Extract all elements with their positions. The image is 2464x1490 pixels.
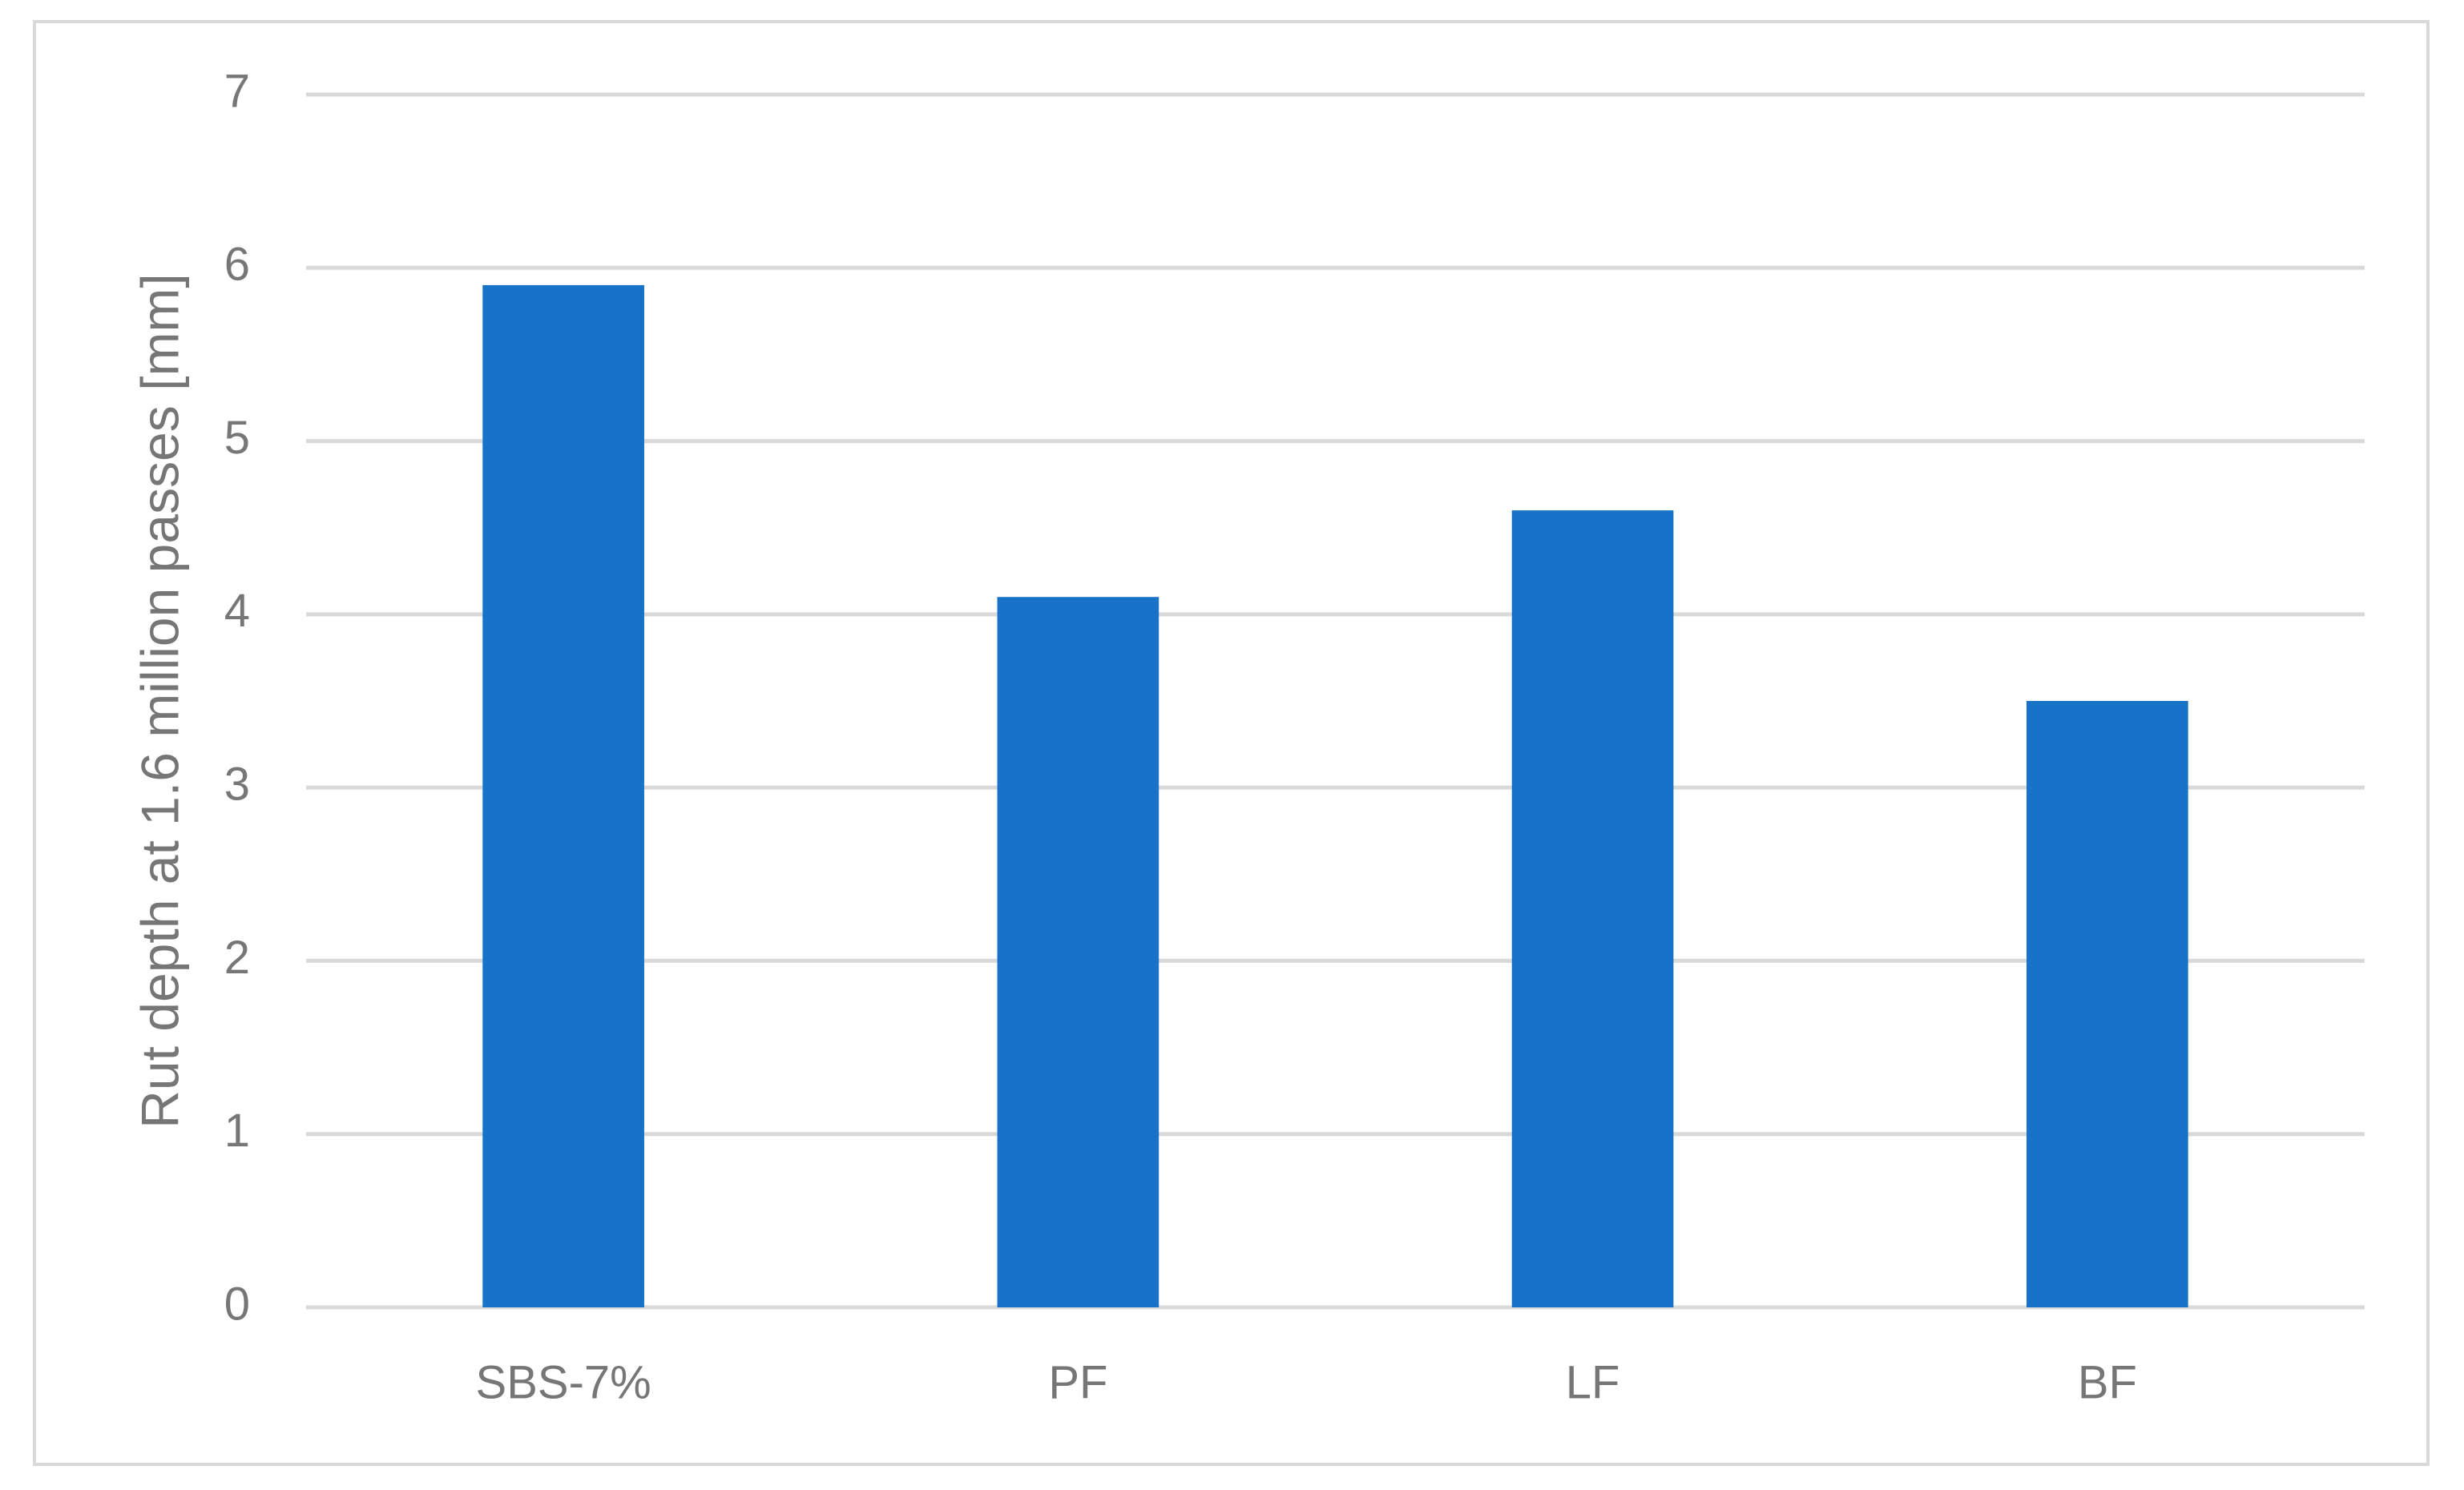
y-axis-title: Rut depth at 1.6 million passes [mm] bbox=[130, 273, 189, 1128]
y-tick-label: 0 bbox=[224, 1278, 250, 1330]
x-tick-label: SBS-7% bbox=[476, 1356, 651, 1408]
y-tick-label: 5 bbox=[224, 412, 250, 464]
y-tick-label: 4 bbox=[224, 585, 250, 637]
x-tick-label: PF bbox=[1048, 1356, 1107, 1408]
y-tick-label: 7 bbox=[224, 65, 250, 117]
bar bbox=[482, 284, 644, 1307]
y-tick-label: 6 bbox=[224, 239, 250, 291]
x-tick-label: BF bbox=[2078, 1356, 2137, 1408]
bar bbox=[2026, 701, 2188, 1307]
x-tick-label: LF bbox=[1566, 1356, 1620, 1408]
y-tick-label: 3 bbox=[224, 758, 250, 810]
bar bbox=[1511, 510, 1674, 1307]
y-tick-label: 1 bbox=[224, 1105, 250, 1157]
y-tick-label: 2 bbox=[224, 932, 250, 984]
bar bbox=[997, 597, 1159, 1307]
